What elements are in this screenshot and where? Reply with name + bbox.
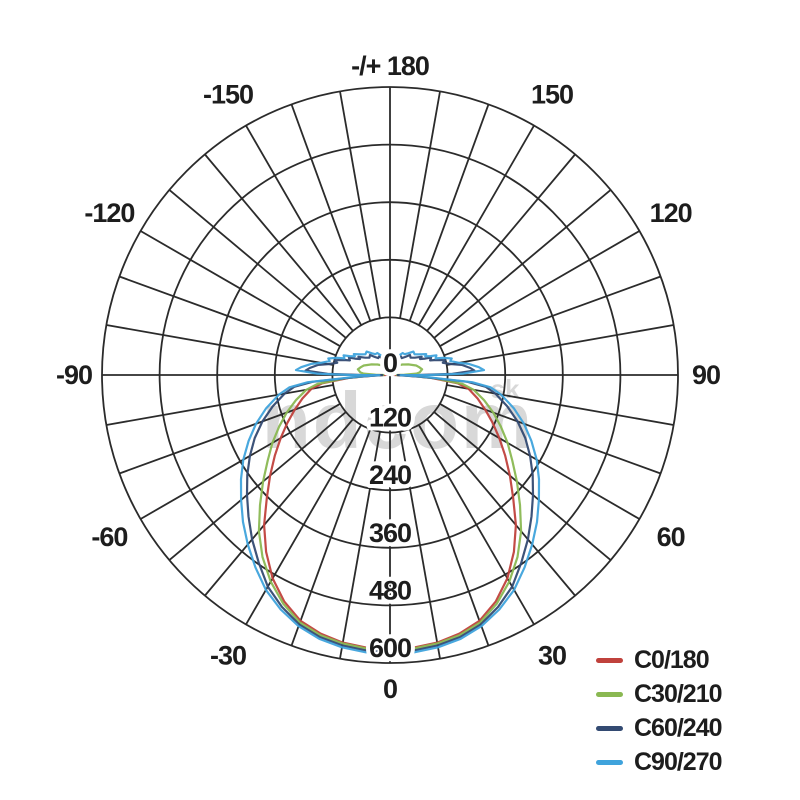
- angle-label: -150: [203, 79, 253, 109]
- radial-label: 120: [369, 403, 411, 433]
- radial-label-center: 0: [383, 348, 397, 378]
- legend-color-swatch: [596, 760, 623, 765]
- grid-spoke: [446, 324, 674, 366]
- grid-spoke: [168, 189, 347, 339]
- legend-color-swatch: [596, 658, 623, 663]
- legend-label: C90/270: [634, 748, 723, 776]
- radial-label: 600: [369, 633, 411, 663]
- angle-label: 0: [383, 674, 397, 704]
- grid-spoke: [290, 104, 372, 322]
- grid-spoke: [339, 431, 381, 659]
- grid-spoke: [446, 384, 674, 426]
- legend-color-swatch: [596, 692, 623, 697]
- legend-label: C30/210: [634, 680, 723, 708]
- angle-label: 150: [531, 79, 573, 109]
- grid-spoke: [399, 431, 441, 659]
- grid-spoke: [106, 384, 334, 426]
- grid-spoke: [204, 418, 354, 597]
- grid-spoke: [140, 230, 341, 347]
- series-curve-C30-210: [257, 363, 523, 652]
- angle-label: 90: [692, 360, 720, 390]
- watermark-text: ndcom: [262, 376, 534, 465]
- grid-spoke: [140, 403, 341, 520]
- grid-spoke: [439, 230, 640, 347]
- grid-spoke: [204, 153, 354, 332]
- grid-spoke: [408, 428, 490, 646]
- angle-label: -30: [210, 641, 246, 671]
- grid-spoke: [168, 411, 347, 561]
- grid-spoke: [426, 418, 576, 597]
- grid-spoke: [408, 104, 490, 322]
- angle-label: -120: [84, 198, 134, 228]
- legend-label: C60/240: [634, 714, 723, 742]
- series-curve-C60-240: [245, 353, 535, 654]
- legend-item: C60/240: [596, 714, 723, 742]
- grid-spoke: [439, 403, 640, 520]
- legend-item: C30/210: [596, 680, 723, 708]
- grid-spoke: [119, 393, 337, 475]
- legend-label: C0/180: [634, 646, 710, 674]
- grid-spoke: [106, 324, 334, 366]
- angle-label: 60: [657, 522, 685, 552]
- angle-label: -90: [56, 360, 92, 390]
- angle-label: -/+ 180: [351, 51, 429, 81]
- grid-spoke: [119, 275, 337, 357]
- grid-spoke: [433, 411, 612, 561]
- grid-spoke: [433, 189, 612, 339]
- legend-item: C90/270: [596, 748, 723, 776]
- radial-label: 360: [369, 518, 411, 548]
- grid-spoke: [245, 125, 362, 326]
- angle-label: -60: [91, 522, 127, 552]
- angle-label: 30: [538, 641, 566, 671]
- grid-spoke: [426, 153, 576, 332]
- grid-spoke: [443, 275, 661, 357]
- grid-spoke: [245, 424, 362, 625]
- radial-label: 240: [369, 460, 411, 490]
- grid-spoke: [339, 91, 381, 319]
- grid-spoke: [418, 424, 535, 625]
- legend-item: C0/180: [596, 646, 722, 674]
- grid-spoke: [443, 393, 661, 475]
- grid-spoke: [290, 428, 372, 646]
- angle-label: 120: [650, 198, 692, 228]
- legend-color-swatch: [596, 726, 623, 731]
- radial-label: 480: [369, 575, 411, 605]
- chart-legend: C0/180 C30/210 C60/240 C90/270: [596, 646, 723, 784]
- grid-spoke: [399, 91, 441, 319]
- grid-spoke: [418, 125, 535, 326]
- series-curve-C90-270: [239, 350, 541, 656]
